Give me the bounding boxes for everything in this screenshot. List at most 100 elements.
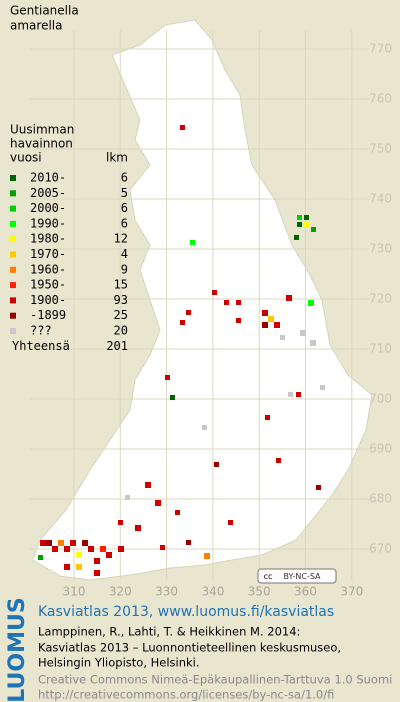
square [94, 570, 100, 576]
legend-swatch [10, 282, 16, 289]
square [296, 392, 301, 397]
legend-label: -1899 [30, 308, 66, 322]
x-coordinate-label: 360 [294, 585, 317, 599]
legend-total: 201 [106, 339, 128, 353]
y-coordinate-label: 710 [369, 342, 392, 356]
legend-swatch [10, 266, 16, 273]
square [308, 300, 314, 306]
legend-count: 25 [114, 308, 128, 322]
legend-label: 1970- [30, 247, 66, 261]
finland-outline [32, 19, 373, 581]
square [274, 322, 280, 328]
square [135, 525, 141, 531]
legend-swatch [10, 220, 16, 227]
square [165, 375, 170, 380]
square [297, 222, 302, 227]
legend-count: 4 [121, 247, 128, 261]
title-line: Gentianella [10, 4, 79, 18]
square [70, 540, 76, 546]
square [304, 222, 309, 227]
y-coordinate-label: 700 [369, 392, 392, 406]
license-line: Creative Commons Nimeä-Epäkaupallinen-Ta… [38, 673, 392, 687]
license-badge: cc BY-NC-SA [257, 568, 337, 584]
square [320, 385, 325, 390]
legend-swatch [10, 205, 16, 212]
square [180, 320, 185, 325]
square [300, 330, 306, 336]
square [268, 316, 274, 322]
legend-swatch [10, 297, 16, 304]
square [46, 540, 52, 546]
square [64, 564, 70, 570]
y-coordinate-label: 730 [369, 242, 392, 256]
citation-line: Helsingin Yliopisto, Helsinki. [38, 656, 200, 670]
square [186, 310, 191, 315]
observation-squares [38, 125, 325, 576]
square [316, 485, 321, 490]
legend-label: 1900- [30, 293, 66, 307]
square [94, 558, 100, 564]
legend-label: 1950- [30, 278, 66, 292]
legend-count-heading: lkm [106, 151, 128, 165]
legend-label: 2005- [30, 186, 66, 200]
square [100, 546, 106, 552]
y-coordinate-label: 720 [369, 292, 392, 306]
legend-label: ??? [30, 324, 52, 338]
square [280, 335, 285, 340]
square [190, 240, 195, 245]
legend-swatch [10, 251, 16, 258]
legend-swatch [10, 328, 16, 334]
citation-line: Kasviatlas 2013 – Luonnontieteellinen ke… [38, 641, 341, 655]
x-coordinate-label: 320 [109, 585, 132, 599]
legend-count: 6 [121, 171, 128, 185]
square [236, 318, 241, 323]
square [118, 546, 124, 552]
square [214, 462, 219, 467]
legend-heading: Uusimman [10, 123, 74, 137]
square [40, 540, 46, 546]
legend-swatch [10, 312, 16, 319]
square [236, 300, 241, 305]
legend-label: 1960- [30, 262, 66, 276]
square [186, 540, 191, 545]
legend-count: 93 [114, 293, 128, 307]
legend-label: 2000- [30, 201, 66, 215]
x-coordinate-label: 340 [201, 585, 224, 599]
y-coordinate-label: 690 [369, 442, 392, 456]
y-coordinate-label: 770 [369, 42, 392, 56]
legend-swatch [10, 175, 16, 181]
square [88, 546, 94, 552]
legend-count: 6 [121, 201, 128, 215]
square [76, 552, 82, 558]
legend-swatch [10, 190, 16, 197]
legend-count: 20 [114, 324, 128, 338]
square [180, 125, 185, 130]
square [224, 300, 229, 305]
square [125, 495, 130, 500]
square [202, 425, 207, 430]
square [175, 510, 180, 515]
square [82, 540, 88, 546]
square [311, 227, 316, 232]
square [58, 540, 64, 546]
legend-count: 9 [121, 262, 128, 276]
legend-heading: havainnon [10, 137, 73, 151]
y-coordinate-label: 760 [369, 92, 392, 106]
square [310, 340, 316, 346]
square [204, 553, 210, 559]
legend-label: 1990- [30, 216, 66, 230]
x-coordinate-label: 310 [63, 585, 86, 599]
square [286, 295, 292, 301]
legend-count: 6 [121, 216, 128, 230]
square [64, 546, 70, 552]
square [106, 552, 112, 558]
legend-label: 2010- [30, 171, 66, 185]
square [294, 235, 299, 240]
y-coordinate-label: 750 [369, 142, 392, 156]
square [160, 545, 165, 550]
y-coordinate-label: 680 [369, 492, 392, 506]
legend-heading: vuosi [10, 151, 42, 165]
